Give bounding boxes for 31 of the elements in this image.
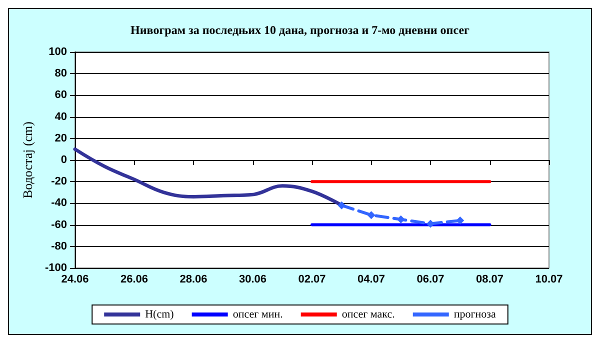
x-tick-label: 04.07 xyxy=(357,274,386,286)
y-tick-label: -20 xyxy=(51,176,67,188)
x-tick-label: 30.06 xyxy=(238,274,267,286)
y-tick-label: 40 xyxy=(54,110,67,123)
legend-label: опсег мин. xyxy=(232,308,284,320)
y-tick-label: 100 xyxy=(48,46,67,58)
x-tick-label: 24.06 xyxy=(61,274,89,286)
point xyxy=(367,211,376,220)
y-axis-title: Водостај (cm) xyxy=(20,121,36,199)
y-tick-label: -60 xyxy=(51,218,67,231)
legend-label: H(cm) xyxy=(145,308,174,320)
y-tick-label: -100 xyxy=(44,262,67,274)
x-tick-label: 10.07 xyxy=(535,274,563,286)
point xyxy=(426,220,434,228)
y-tick-label: 0 xyxy=(60,154,67,166)
x-tick-label: 02.07 xyxy=(298,274,326,286)
y-tick-label: -80 xyxy=(51,240,67,252)
y-tick-label: 80 xyxy=(54,68,67,80)
point xyxy=(338,201,346,210)
chart-title: Нивограм за последњих 10 дана, прогноза и 7-мо дневни опсег xyxy=(130,23,470,37)
y-tick-label: 60 xyxy=(54,89,67,102)
legend-label: прогноза xyxy=(454,308,496,320)
legend-label: опсег макс. xyxy=(342,308,396,320)
x-tick-label: 08.07 xyxy=(476,274,504,286)
x-tick-label: 06.07 xyxy=(416,274,444,286)
x-tick-label: 26.06 xyxy=(120,274,148,286)
x-tick-label: 28.06 xyxy=(180,274,208,286)
y-tick-label: 20 xyxy=(54,132,67,144)
point xyxy=(396,215,405,224)
y-tick-label: -40 xyxy=(51,197,67,210)
point xyxy=(456,216,464,224)
